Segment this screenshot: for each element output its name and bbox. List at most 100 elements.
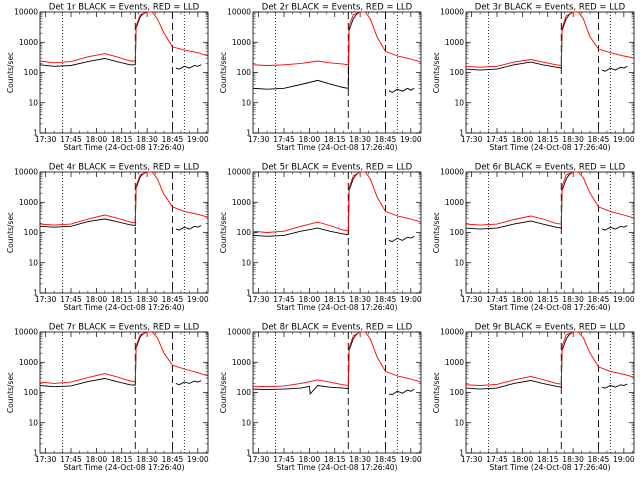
- x-axis-label: Start Time (24-Oct-08 17:26:40): [489, 463, 610, 472]
- x-tick-label: 19:00: [613, 455, 635, 464]
- events-series-line: [175, 64, 202, 70]
- x-tick-label: 18:45: [162, 455, 184, 464]
- x-tick-label: 18:15: [324, 295, 346, 304]
- x-tick-label: 18:45: [162, 295, 184, 304]
- x-tick-label: 18:30: [562, 295, 584, 304]
- y-tick-label: 10000: [440, 8, 464, 17]
- y-tick-label: 10000: [440, 168, 464, 177]
- x-tick-label: 19:00: [613, 135, 635, 144]
- y-tick-label: 1: [246, 289, 251, 298]
- events-series-line: [465, 171, 574, 230]
- y-tick-label: 1: [459, 449, 464, 458]
- lld-series-line: [465, 171, 635, 226]
- panel-7: Det 7r BLACK = Events, RED = LLD 1 10 100 10…: [6, 323, 209, 473]
- y-tick-label: 1000: [445, 358, 464, 367]
- lld-series-line: [252, 171, 422, 233]
- events-series-line: [601, 65, 628, 72]
- x-tick-label: 18:00: [512, 455, 534, 464]
- x-tick-label: 18:45: [375, 295, 397, 304]
- panel-8: Det 8r BLACK = Events, RED = LLD 1 10 100 10…: [219, 323, 422, 473]
- x-tick-label: 18:30: [349, 295, 371, 304]
- lld-series-line: [252, 11, 422, 66]
- x-tick-label: 18:15: [324, 135, 346, 144]
- y-tick-label: 1: [459, 129, 464, 138]
- x-tick-label: 18:30: [349, 455, 371, 464]
- y-tick-label: 1000: [445, 198, 464, 207]
- x-axis-label: Start Time (24-Oct-08 17:26:40): [63, 303, 184, 312]
- x-tick-label: 17:30: [461, 135, 483, 144]
- y-tick-label: 1: [33, 289, 38, 298]
- panel-9: Det 9r BLACK = Events, RED = LLD 1 10 100 10…: [432, 323, 635, 473]
- x-axis-label: Start Time (24-Oct-08 17:26:40): [489, 303, 610, 312]
- panel-title: Det 3r BLACK = Events, RED = LLD: [475, 3, 626, 13]
- x-tick-label: 18:30: [562, 135, 584, 144]
- panel-title: Det 7r BLACK = Events, RED = LLD: [49, 323, 200, 333]
- x-tick-label: 17:45: [60, 295, 82, 304]
- events-series-line: [601, 225, 628, 231]
- y-tick-label: 1: [33, 449, 38, 458]
- y-tick-label: 1: [246, 129, 251, 138]
- x-tick-label: 19:00: [187, 135, 209, 144]
- x-tick-label: 17:30: [35, 135, 57, 144]
- x-tick-label: 18:45: [588, 455, 610, 464]
- x-axis-label: Start Time (24-Oct-08 17:26:40): [276, 463, 397, 472]
- y-tick-label: 1: [33, 129, 38, 138]
- y-tick-label: 100: [24, 228, 39, 237]
- y-tick-label: 100: [24, 388, 39, 397]
- panel-title: Det 4r BLACK = Events, RED = LLD: [49, 163, 200, 173]
- y-tick-label: 1000: [19, 198, 38, 207]
- events-series-line: [388, 87, 415, 93]
- x-tick-label: 17:30: [461, 295, 483, 304]
- x-tick-label: 17:30: [248, 455, 270, 464]
- x-tick-label: 18:15: [537, 135, 559, 144]
- y-tick-label: 1000: [232, 358, 251, 367]
- x-tick-label: 17:30: [461, 455, 483, 464]
- y-tick-label: 10000: [227, 328, 251, 337]
- y-axis-label: Counts/sec: [432, 372, 441, 413]
- panel-3: Det 3r BLACK = Events, RED = LLD 1 10 100 10…: [432, 3, 635, 153]
- x-tick-label: 18:00: [299, 295, 321, 304]
- x-tick-label: 18:00: [86, 135, 108, 144]
- x-tick-label: 17:45: [273, 295, 295, 304]
- y-axis-label: Counts/sec: [6, 52, 15, 93]
- x-tick-label: 18:00: [299, 455, 321, 464]
- x-tick-label: 18:30: [349, 135, 371, 144]
- x-tick-label: 18:45: [375, 455, 397, 464]
- panel-5: Det 5r BLACK = Events, RED = LLD 1 10 100 10…: [219, 163, 422, 313]
- events-series-line: [39, 11, 148, 67]
- x-tick-label: 17:45: [273, 455, 295, 464]
- y-tick-label: 10: [28, 98, 38, 107]
- y-tick-label: 10000: [14, 328, 38, 337]
- y-axis-label: Counts/sec: [432, 212, 441, 253]
- y-tick-label: 10000: [227, 8, 251, 17]
- panel-1: Det 1r BLACK = Events, RED = LLD 1 10 100 10…: [6, 3, 209, 153]
- y-tick-label: 10: [454, 418, 464, 427]
- y-tick-label: 1000: [445, 38, 464, 47]
- plot-frame: [39, 171, 209, 294]
- y-axis-label: Counts/sec: [219, 52, 228, 93]
- events-series-line: [465, 11, 574, 71]
- x-tick-label: 18:00: [512, 135, 534, 144]
- x-tick-label: 18:30: [136, 455, 158, 464]
- x-tick-label: 17:45: [486, 295, 508, 304]
- y-tick-label: 10: [454, 98, 464, 107]
- events-series-line: [39, 171, 148, 228]
- x-tick-label: 18:30: [136, 295, 158, 304]
- y-tick-label: 10: [241, 98, 251, 107]
- x-tick-label: 18:45: [162, 135, 184, 144]
- events-series-line: [252, 331, 361, 395]
- events-series-line: [252, 171, 361, 237]
- y-tick-label: 10: [28, 258, 38, 267]
- plot-frame: [39, 11, 209, 134]
- lld-series-line: [252, 331, 422, 388]
- y-axis-label: Counts/sec: [6, 212, 15, 253]
- x-tick-label: 18:30: [562, 455, 584, 464]
- x-tick-label: 18:45: [375, 135, 397, 144]
- y-tick-label: 10000: [14, 168, 38, 177]
- x-tick-label: 18:45: [588, 135, 610, 144]
- x-tick-label: 18:45: [588, 295, 610, 304]
- y-tick-label: 10000: [14, 8, 38, 17]
- x-tick-label: 17:30: [35, 455, 57, 464]
- y-tick-label: 1: [246, 449, 251, 458]
- x-tick-label: 19:00: [400, 295, 422, 304]
